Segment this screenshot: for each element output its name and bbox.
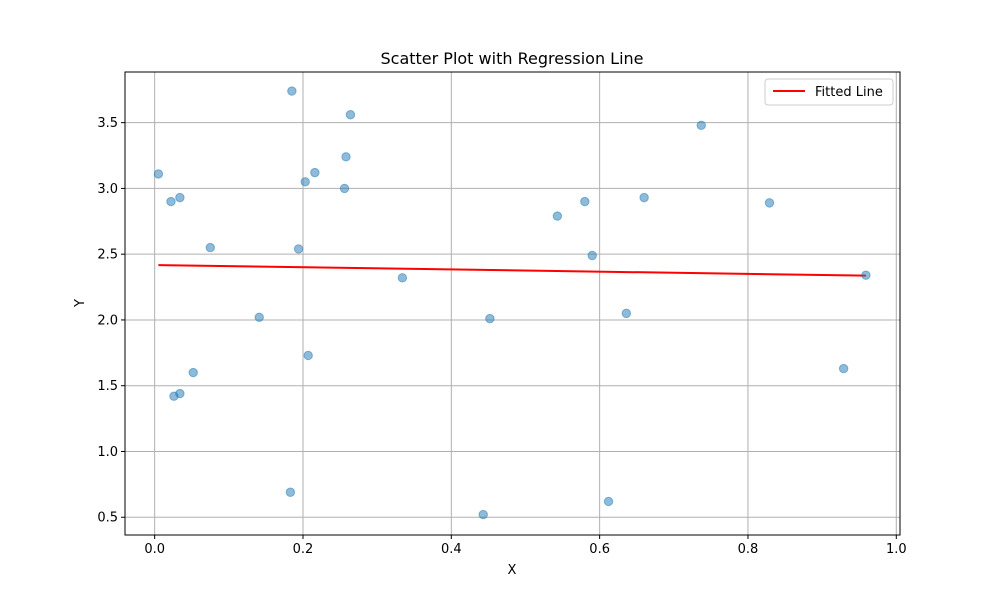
data-point: [205, 242, 215, 253]
x-axis-ticks: 0.0 0.2 0.4 0.6 0.8 1.0: [144, 535, 907, 557]
data-point: [861, 270, 871, 280]
y-tick-label: 1.5: [97, 379, 118, 394]
data-point: [696, 120, 706, 130]
data-point: [587, 250, 597, 261]
data-point: [300, 177, 310, 187]
data-points: [153, 86, 871, 520]
data-point: [603, 496, 614, 507]
data-point: [478, 509, 488, 520]
y-tick-label: 2.0: [97, 313, 118, 328]
data-point: [254, 312, 264, 323]
data-point: [552, 211, 563, 221]
data-point: [339, 183, 350, 194]
y-tick-label: 3.5: [97, 116, 118, 131]
data-point: [303, 350, 313, 361]
plot-frame: [124, 71, 901, 536]
data-point: [621, 308, 632, 319]
data-point: [341, 152, 351, 162]
x-tick-label: 0.0: [144, 542, 165, 557]
data-point: [188, 367, 198, 378]
data-point: [166, 196, 176, 207]
chart-title: Scatter Plot with Regression Line: [380, 49, 643, 68]
y-tick-label: 1.0: [97, 445, 118, 460]
legend-label: Fitted Line: [815, 85, 883, 100]
legend: Fitted Line: [764, 78, 894, 106]
data-point: [838, 363, 849, 374]
data-point: [764, 198, 775, 208]
y-axis-title: Y: [73, 299, 88, 308]
data-point: [580, 196, 590, 207]
y-axis-ticks: 0.5 1.0 1.5 2.0 2.5 3.0 3.5: [97, 116, 125, 526]
x-axis-title: X: [508, 563, 517, 578]
y-tick-label: 2.5: [97, 248, 118, 263]
regression-line-layer: [158, 264, 866, 277]
data-point: [293, 244, 304, 254]
x-tick-label: 0.4: [441, 542, 462, 557]
data-point: [310, 167, 320, 178]
regression-line: [158, 264, 866, 277]
data-point: [153, 169, 164, 179]
data-point: [485, 313, 495, 324]
x-tick-label: 1.0: [886, 542, 907, 557]
data-point: [397, 273, 408, 283]
x-tick-label: 0.2: [293, 542, 314, 557]
data-point: [287, 86, 297, 96]
x-tick-label: 0.8: [738, 542, 759, 557]
data-point: [639, 192, 649, 203]
data-point: [175, 388, 185, 399]
data-point: [175, 192, 185, 203]
legend-box: [764, 78, 894, 106]
x-tick-label: 0.6: [589, 542, 610, 557]
data-point: [285, 487, 296, 497]
y-tick-label: 0.5: [97, 511, 118, 526]
data-point: [345, 110, 356, 120]
y-tick-label: 3.0: [97, 182, 118, 197]
grid: [125, 72, 900, 535]
